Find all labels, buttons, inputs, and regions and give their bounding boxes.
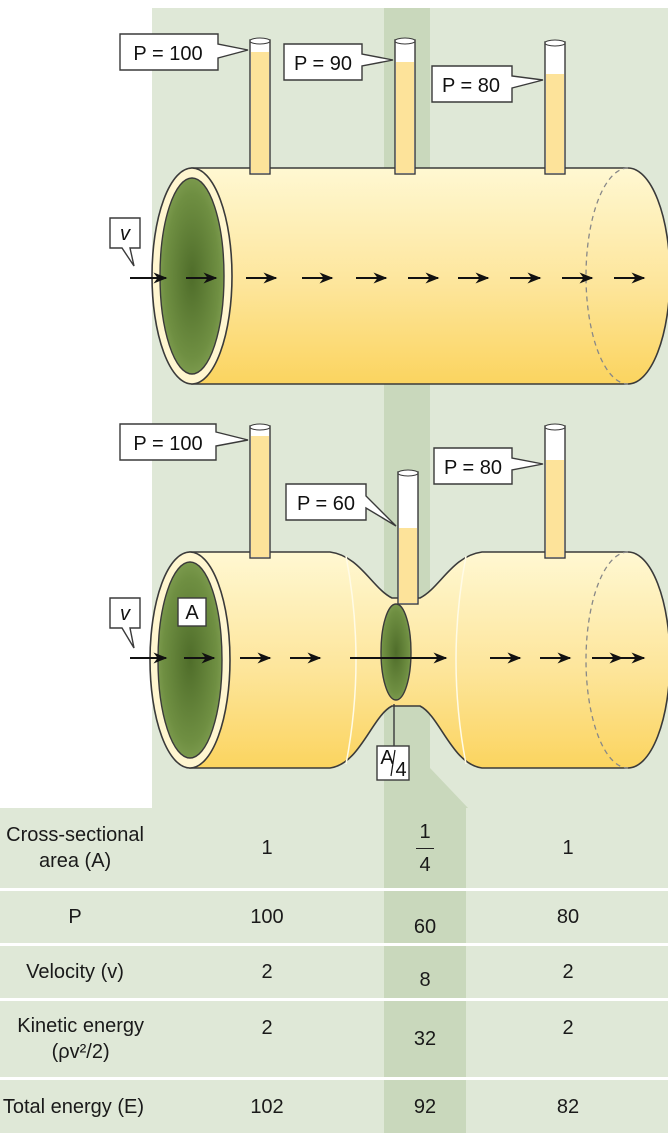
table-row-velocity: Velocity (v) 2 8 2 bbox=[0, 946, 668, 1006]
area-label-box: A bbox=[177, 597, 207, 627]
constriction-opening bbox=[380, 603, 412, 701]
bottom-pressure-label-1: P = 100 bbox=[133, 433, 202, 455]
bottom-velocity-label: v bbox=[120, 603, 131, 625]
table-row-kinetic: Kinetic energy (ρv²/2) 2 32 2 bbox=[0, 1001, 668, 1077]
bottom-pressure-callout-3: P = 80 bbox=[433, 447, 544, 485]
velocity-value-3: 2 bbox=[562, 961, 574, 983]
bottom-pipe bbox=[149, 551, 668, 769]
top-pressure-callout-2: P = 90 bbox=[283, 43, 394, 81]
top-manometer-3 bbox=[544, 39, 566, 175]
velocity-value-2: 8 bbox=[384, 946, 466, 1006]
flow-diagram: P = 100 P = 90 P = 80 v bbox=[109, 8, 668, 808]
bottom-pressure-label-2: P = 60 bbox=[297, 493, 355, 515]
top-pressure-callout-3: P = 80 bbox=[431, 65, 544, 103]
table-row-total: Total energy (E) 102 92 82 bbox=[0, 1080, 668, 1133]
top-pressure-callout-1: P = 100 bbox=[119, 33, 249, 71]
quarter-area-denominator: 4 bbox=[395, 759, 406, 781]
bottom-pressure-label-3: P = 80 bbox=[444, 457, 502, 479]
row-label-total: Total energy (E) bbox=[2, 1095, 144, 1118]
row-label-velocity: Velocity (v) bbox=[26, 961, 124, 983]
bottom-manometer-2 bbox=[397, 469, 419, 605]
area-label: A bbox=[185, 602, 199, 624]
top-pressure-label-2: P = 90 bbox=[294, 53, 352, 75]
bottom-manometer-3 bbox=[544, 423, 566, 559]
kinetic-value-1: 2 bbox=[261, 1017, 273, 1039]
top-pressure-label-3: P = 80 bbox=[442, 75, 500, 97]
quarter-area-numerator: A bbox=[380, 747, 394, 769]
kinetic-value-3: 2 bbox=[562, 1017, 574, 1039]
top-pipe bbox=[151, 167, 668, 385]
pressure-value-3: 80 bbox=[556, 906, 580, 928]
velocity-value-1: 2 bbox=[261, 961, 273, 983]
area-value-1: 1 bbox=[261, 837, 273, 859]
bottom-velocity-callout: v bbox=[109, 597, 141, 649]
area-value-3: 1 bbox=[562, 837, 574, 859]
total-value-2: 92 bbox=[384, 1080, 466, 1133]
total-value-1: 102 bbox=[250, 1095, 284, 1118]
row-label-pressure: P bbox=[68, 906, 82, 928]
bottom-manometer-1 bbox=[249, 423, 271, 559]
kinetic-value-2: 32 bbox=[384, 1001, 466, 1077]
bottom-pressure-callout-1: P = 100 bbox=[119, 423, 249, 461]
row-label-area: Cross-sectional area (A) bbox=[6, 824, 144, 872]
row-label-kinetic: Kinetic energy (ρv²/2) bbox=[17, 1015, 144, 1063]
top-velocity-callout: v bbox=[109, 217, 141, 267]
pressure-value-1: 100 bbox=[250, 906, 284, 928]
top-velocity-label: v bbox=[120, 223, 131, 245]
pressure-value-2: 60 bbox=[384, 891, 466, 953]
top-pressure-label-1: P = 100 bbox=[133, 43, 202, 65]
table-row-pressure: P 100 60 80 bbox=[0, 891, 668, 953]
top-manometer-2 bbox=[394, 37, 416, 175]
bottom-pressure-callout-2: P = 60 bbox=[285, 483, 397, 527]
top-manometer-1 bbox=[249, 37, 271, 175]
total-value-3: 82 bbox=[556, 1095, 580, 1118]
quarter-area-callout: A 4 bbox=[376, 704, 410, 781]
